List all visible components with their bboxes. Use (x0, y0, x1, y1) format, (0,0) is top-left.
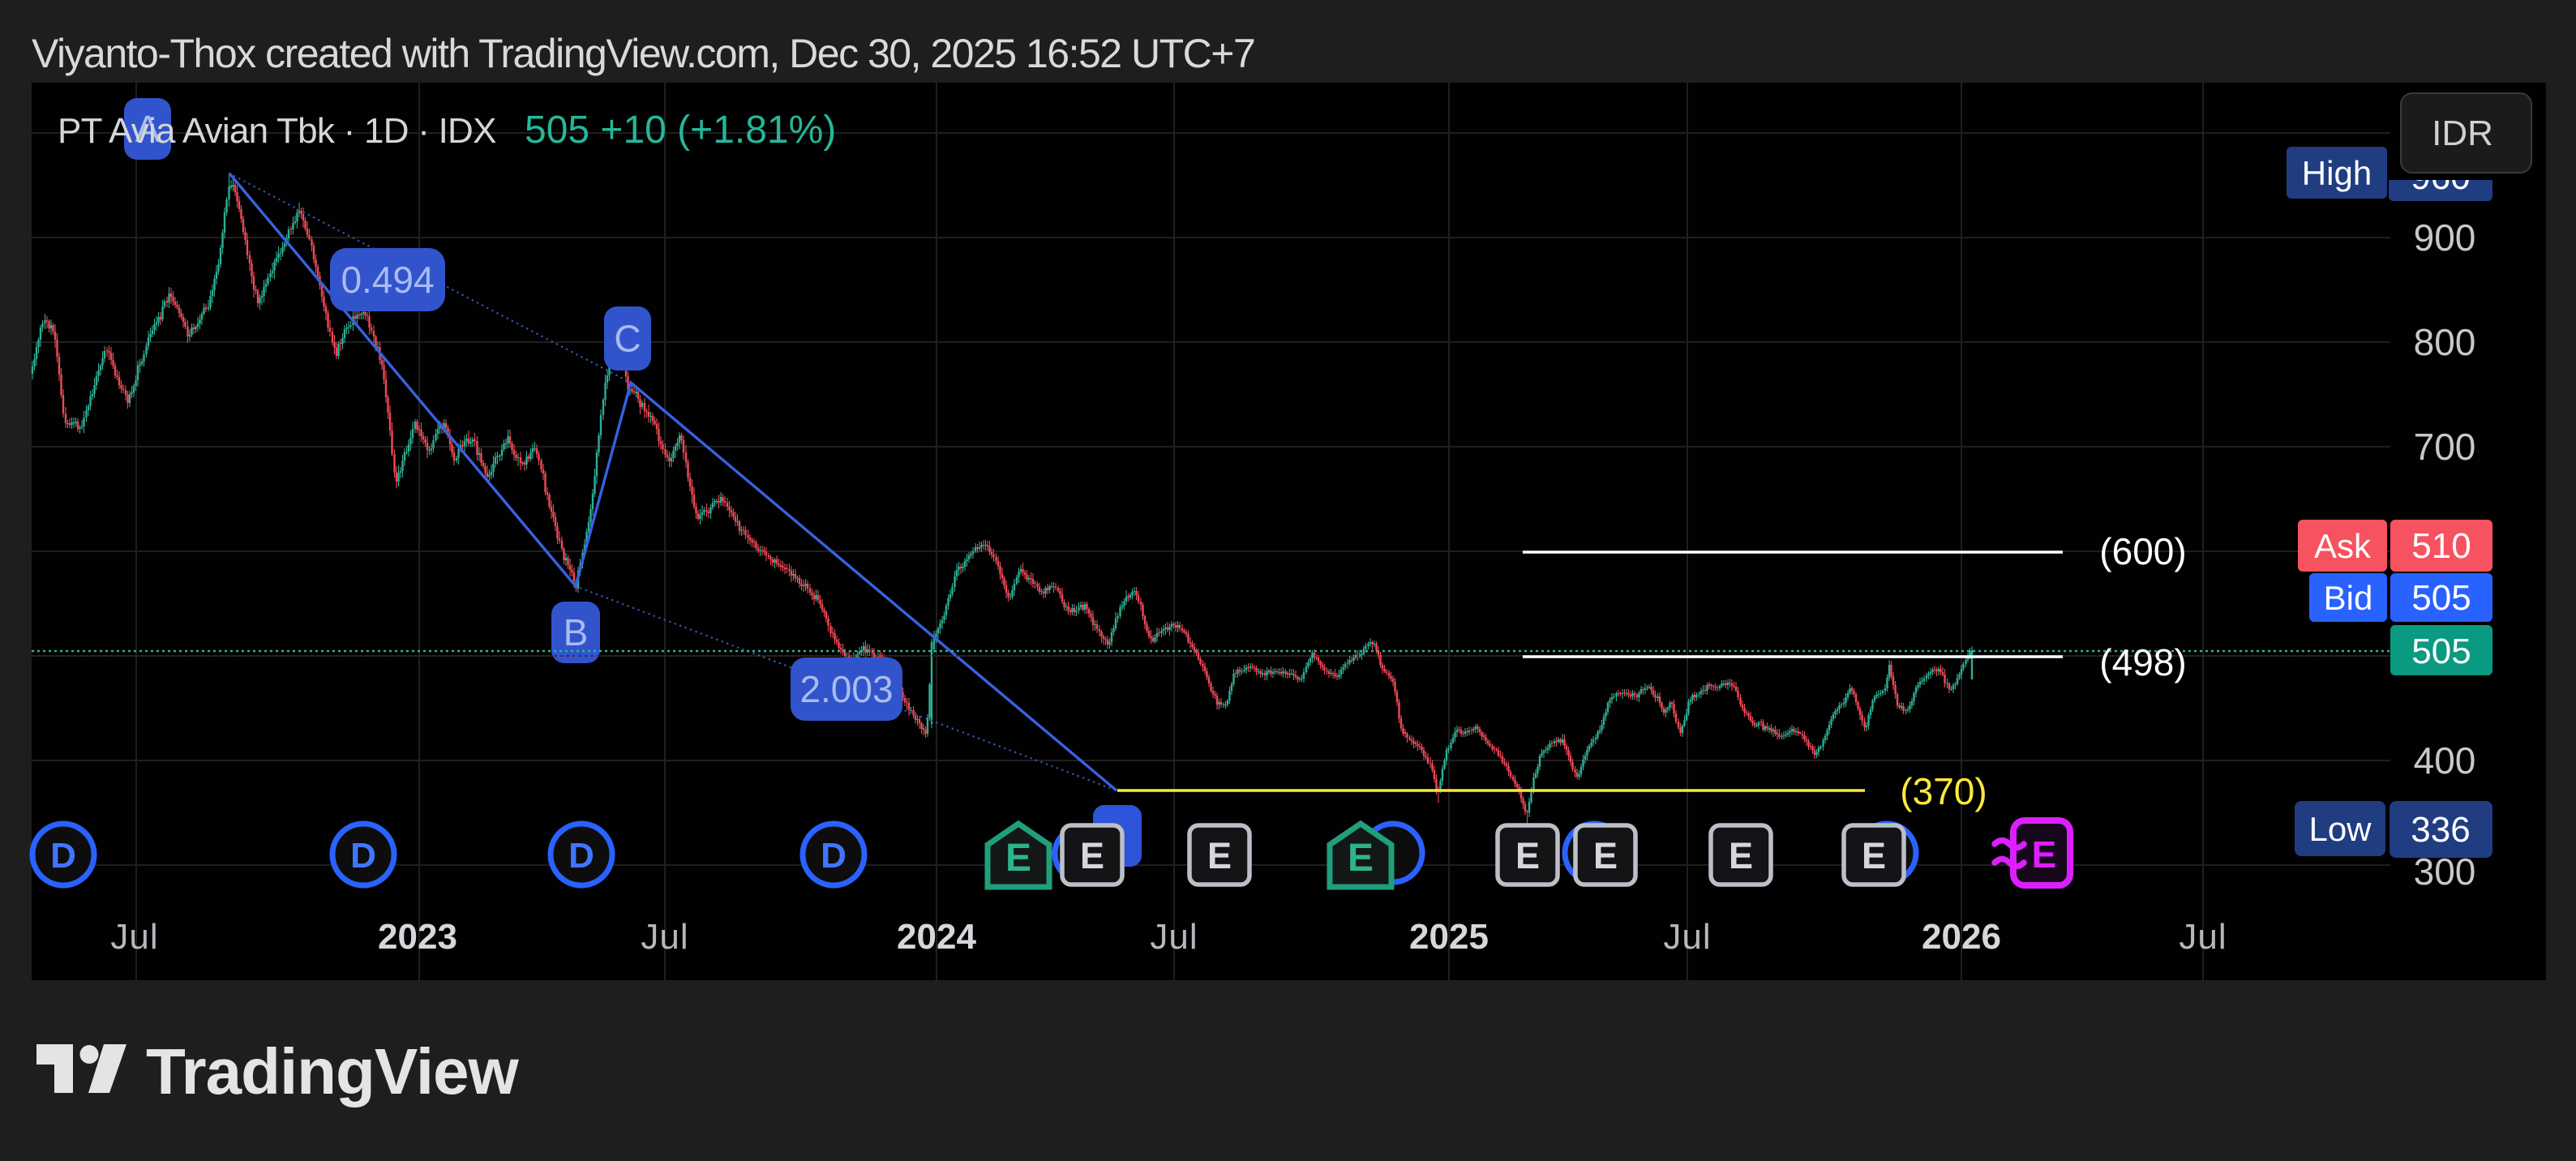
svg-text:510: 510 (2411, 526, 2471, 566)
svg-text:2023: 2023 (378, 917, 457, 957)
svg-text:D: D (568, 836, 594, 876)
svg-text:400: 400 (2414, 739, 2476, 782)
svg-text:E: E (1348, 837, 1374, 880)
svg-text:960: 960 (2411, 157, 2470, 197)
svg-text:High: High (2302, 154, 2372, 192)
svg-text:Jul: Jul (2179, 917, 2227, 957)
svg-text:E: E (2032, 833, 2057, 876)
svg-text:505 +10 (+1.81%): 505 +10 (+1.81%) (525, 109, 836, 152)
svg-text:D: D (50, 836, 76, 876)
svg-text:505: 505 (2411, 632, 2471, 671)
svg-text:(600): (600) (2099, 530, 2186, 572)
svg-text:Jul: Jul (1663, 917, 1711, 957)
svg-text:0.494: 0.494 (341, 259, 434, 301)
svg-text:(498): (498) (2099, 641, 2186, 683)
svg-text:Jul: Jul (1150, 917, 1198, 957)
svg-text:Viyanto-Thox created with Trad: Viyanto-Thox created with TradingView.co… (32, 31, 1254, 76)
svg-text:Bid: Bid (2324, 579, 2373, 617)
svg-text:2.003: 2.003 (799, 668, 893, 710)
svg-text:E: E (1862, 835, 1886, 876)
svg-text:505: 505 (2411, 578, 2471, 618)
svg-text:Jul: Jul (110, 917, 158, 957)
svg-text:D: D (350, 836, 376, 876)
svg-text:IDR: IDR (2432, 114, 2493, 153)
svg-text:Ask: Ask (2314, 527, 2372, 565)
svg-text:A: A (135, 108, 161, 150)
svg-text:D: D (821, 836, 847, 876)
svg-text:Jul: Jul (641, 917, 688, 957)
svg-text:336: 336 (2411, 810, 2470, 850)
svg-text:E: E (1005, 837, 1031, 880)
svg-text:2024: 2024 (897, 917, 976, 957)
svg-text:(370): (370) (1900, 770, 1987, 812)
svg-text:E: E (1729, 835, 1753, 876)
svg-text:TradingView: TradingView (146, 1035, 520, 1107)
svg-text:900: 900 (2414, 216, 2476, 259)
svg-text:Low: Low (2308, 810, 2372, 848)
svg-text:C: C (614, 318, 641, 360)
svg-text:B: B (564, 611, 589, 653)
svg-text:PT Avia Avian Tbk · 1D · IDX: PT Avia Avian Tbk · 1D · IDX (58, 111, 496, 151)
svg-text:700: 700 (2414, 426, 2476, 468)
svg-text:2025: 2025 (1409, 917, 1489, 957)
svg-text:E: E (1515, 835, 1540, 876)
svg-text:E: E (1593, 835, 1618, 876)
svg-text:E: E (1207, 835, 1232, 876)
svg-text:800: 800 (2414, 321, 2476, 363)
svg-text:E: E (1080, 835, 1104, 876)
svg-text:2026: 2026 (1922, 917, 2001, 957)
